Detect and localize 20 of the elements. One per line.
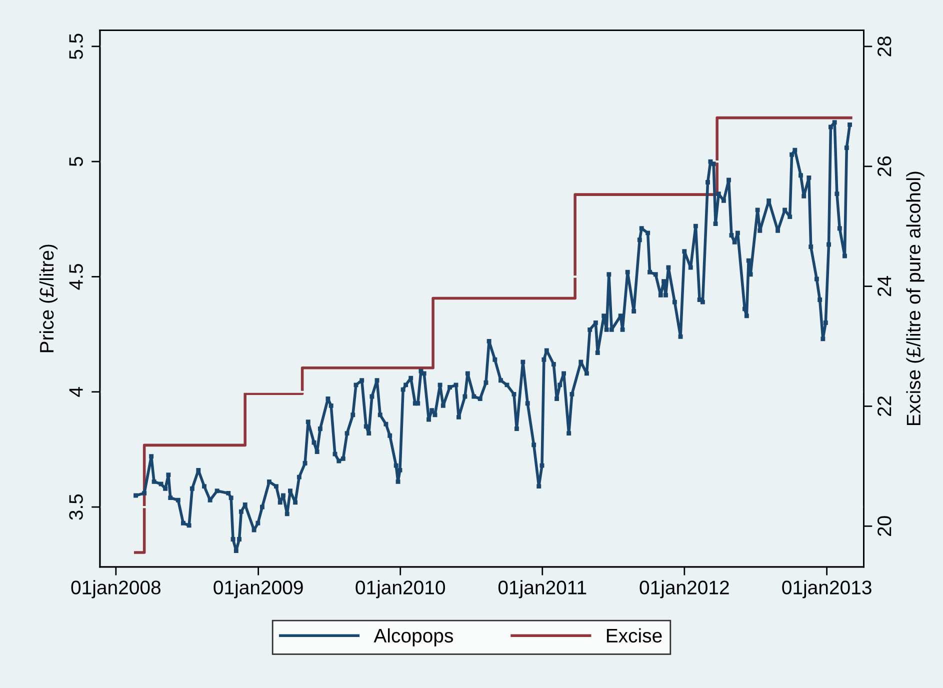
y2-axis-title: Excise (£/litre of pure alcohol): [906, 172, 924, 426]
y2-tick-label: 20: [877, 516, 892, 536]
y-axis-title: Price (£/litre): [39, 244, 58, 352]
x-tick-label: 01jan2008: [71, 580, 160, 598]
legend-label: Excise: [606, 628, 662, 643]
y2-tick-label: 24: [877, 276, 892, 296]
y-tick-label: 5: [69, 156, 83, 166]
y-tick-label: 4.5: [69, 264, 83, 290]
y-tick-label: 5.5: [69, 34, 83, 60]
y-tick-label: 4: [69, 387, 83, 397]
y2-tick-label: 22: [877, 396, 892, 416]
x-tick-label: 01jan2011: [498, 580, 586, 598]
x-tick-label: 01jan2009: [214, 580, 303, 598]
legend-label: Alcopops: [374, 628, 453, 646]
x-tick-label: 01jan2013: [782, 580, 872, 598]
x-tick-label: 01jan2010: [356, 580, 446, 598]
x-tick-label: 01jan2012: [640, 580, 729, 598]
y-tick-label: 3.5: [69, 494, 83, 520]
y2-tick-label: 26: [877, 156, 892, 176]
y2-tick-label: 28: [877, 36, 892, 56]
